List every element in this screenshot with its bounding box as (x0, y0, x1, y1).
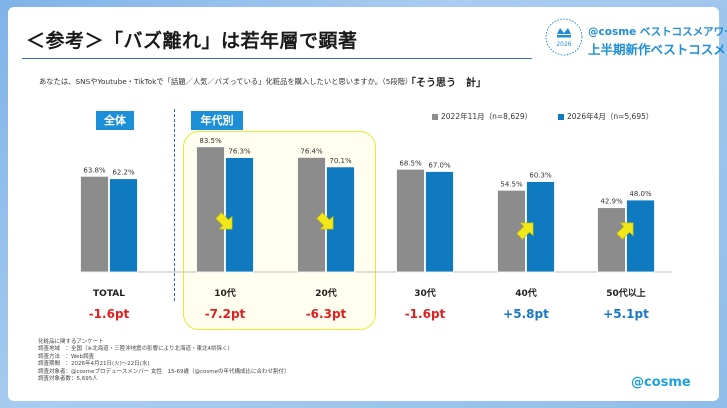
difference-label: +5.8pt (503, 307, 549, 321)
difference-label: -1.6pt (89, 307, 130, 321)
bar-2022 (80, 175, 109, 273)
trend-up-arrow-icon (516, 222, 534, 240)
legend-swatch-2026 (558, 114, 564, 120)
bar-2026 (626, 199, 655, 273)
legend-label-2022: 2022年11月（n=8,629） (441, 112, 533, 121)
award-title: @cosme ベストコスメアワード (588, 26, 727, 38)
footnote-line: 調査期間 ：2026年4月21日(火)～22日(水) (38, 361, 150, 368)
category-label: 30代 (414, 287, 436, 299)
bar-value-label: 67.0% (428, 162, 451, 170)
bar-2026 (109, 178, 138, 273)
bar-2022 (597, 207, 626, 273)
bar-2026 (425, 171, 454, 273)
bar-value-label: 76.4% (300, 147, 323, 155)
survey-footnotes: 化粧品に関するアンケート 調査地域 ：全国（※北海道・三陸沖地震の影響により北海… (38, 339, 289, 383)
category-label: 40代 (515, 287, 537, 299)
trend-up-arrow-icon (616, 222, 634, 240)
bar-value-label: 70.1% (329, 157, 352, 165)
legend-swatch-2022 (432, 114, 438, 120)
award-badge-icon: 2026 (545, 18, 583, 56)
footnote-line: 調査対象者数：5,695人 (38, 376, 98, 383)
tag-by-age: 年代別 (191, 111, 243, 130)
difference-label: -1.6pt (405, 307, 446, 321)
slide-title: ＜参考＞「バズ離れ」は若年層で顕著 (26, 30, 358, 52)
difference-label: -7.2pt (205, 307, 246, 321)
category-label: 10代 (214, 287, 236, 299)
trend-down-arrow-icon (316, 212, 334, 230)
bar-2026 (225, 157, 254, 273)
bar-2022 (196, 146, 225, 273)
bar-value-label: 60.3% (529, 172, 552, 180)
footnote-line: 調査方法 ：Web調査 (38, 353, 94, 360)
bar-value-label: 68.5% (399, 159, 422, 167)
category-label: 50代以上 (606, 287, 646, 299)
section-divider (174, 109, 175, 301)
footnote-line: 調査地域 ：全国（※北海道・三陸沖地震の影響により北海道・東北4県除く） (38, 346, 234, 353)
cosme-logo: @cosme (631, 375, 691, 390)
tag-overall: 全体 (96, 111, 134, 130)
title-underline (22, 58, 532, 59)
bar-value-label: 83.5% (199, 137, 222, 145)
bar-value-label: 76.3% (228, 148, 251, 156)
bar-value-label: 42.9% (600, 198, 623, 206)
trend-down-arrow-icon (215, 212, 233, 230)
bar-2022 (396, 168, 425, 273)
bar-value-label: 63.8% (83, 166, 106, 174)
award-subtitle: 上半期新作ベストコスメ (588, 42, 726, 57)
bar-value-label: 54.5% (500, 180, 523, 188)
survey-question: あなたは、SNSやYoutube・TikTokで「話題／人気／バズっている」化粧… (39, 77, 413, 86)
legend-label-2026: 2026年4月（n=5,695） (567, 112, 654, 121)
footnote-line: 化粧品に関するアンケート (38, 339, 104, 345)
bar-value-label: 62.2% (112, 169, 135, 177)
difference-label: +5.1pt (603, 307, 649, 321)
bar-value-label: 48.0% (629, 190, 652, 198)
category-label: 20代 (315, 287, 337, 299)
footnote-line: 調査対象者：@cosmeプロデュースメンバー 女性 15-69歳（@cosmeの… (38, 368, 290, 375)
question-measure: 「そう思う 計」 (406, 78, 486, 89)
category-label: TOTAL (93, 289, 125, 299)
award-badge-year: 2026 (556, 41, 571, 48)
difference-label: -6.3pt (306, 307, 347, 321)
